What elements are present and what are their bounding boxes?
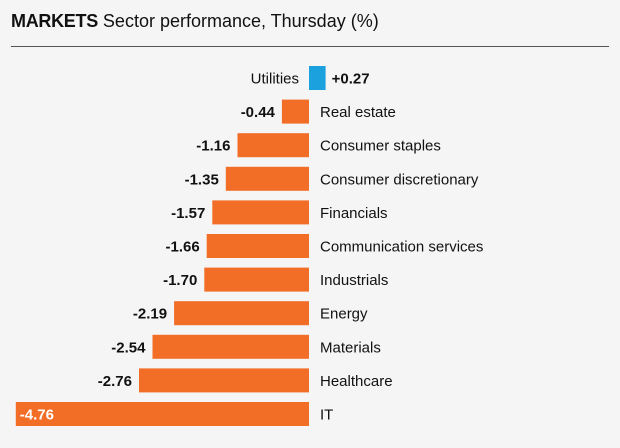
bar-10 [15,402,310,426]
bar-9 [139,368,309,393]
value-label-7: -2.19 [133,306,167,323]
value-label-8: -2.54 [111,339,146,356]
category-label-0: Utilities [251,71,299,88]
bar-1 [281,99,309,124]
value-label-3: -1.35 [185,171,219,188]
category-label-9: Healthcare [320,373,393,390]
value-label-6: -1.70 [163,272,197,289]
value-label-10: -4.76 [20,407,54,424]
header-divider [11,46,609,47]
chart-header: MARKETS Sector performance, Thursday (%) [11,10,379,32]
category-label-2: Consumer staples [320,138,441,155]
value-label-4: -1.57 [171,205,205,222]
value-label-5: -1.66 [165,239,199,256]
value-label-2: -1.16 [196,138,230,155]
value-label-1: -0.44 [241,104,276,121]
category-label-6: Industrials [320,272,388,289]
bar-7 [174,301,309,326]
bar-8 [152,334,309,359]
category-label-8: Materials [320,339,381,356]
chart-subtitle: Sector performance, Thursday (%) [102,11,379,31]
chart-kicker: MARKETS [11,11,98,31]
value-label-0: +0.27 [332,71,370,88]
value-label-9: -2.76 [98,373,132,390]
category-label-1: Real estate [320,104,396,121]
bar-3 [225,166,309,191]
category-label-3: Consumer discretionary [320,171,479,188]
category-label-10: IT [320,407,333,424]
category-label-5: Communication services [320,239,483,256]
bar-2 [237,133,309,158]
bar-5 [206,234,309,258]
bar-0 [309,66,326,90]
category-label-7: Energy [320,306,368,323]
category-label-4: Financials [320,205,388,222]
bar-4 [212,200,309,225]
bar-6 [204,267,309,292]
